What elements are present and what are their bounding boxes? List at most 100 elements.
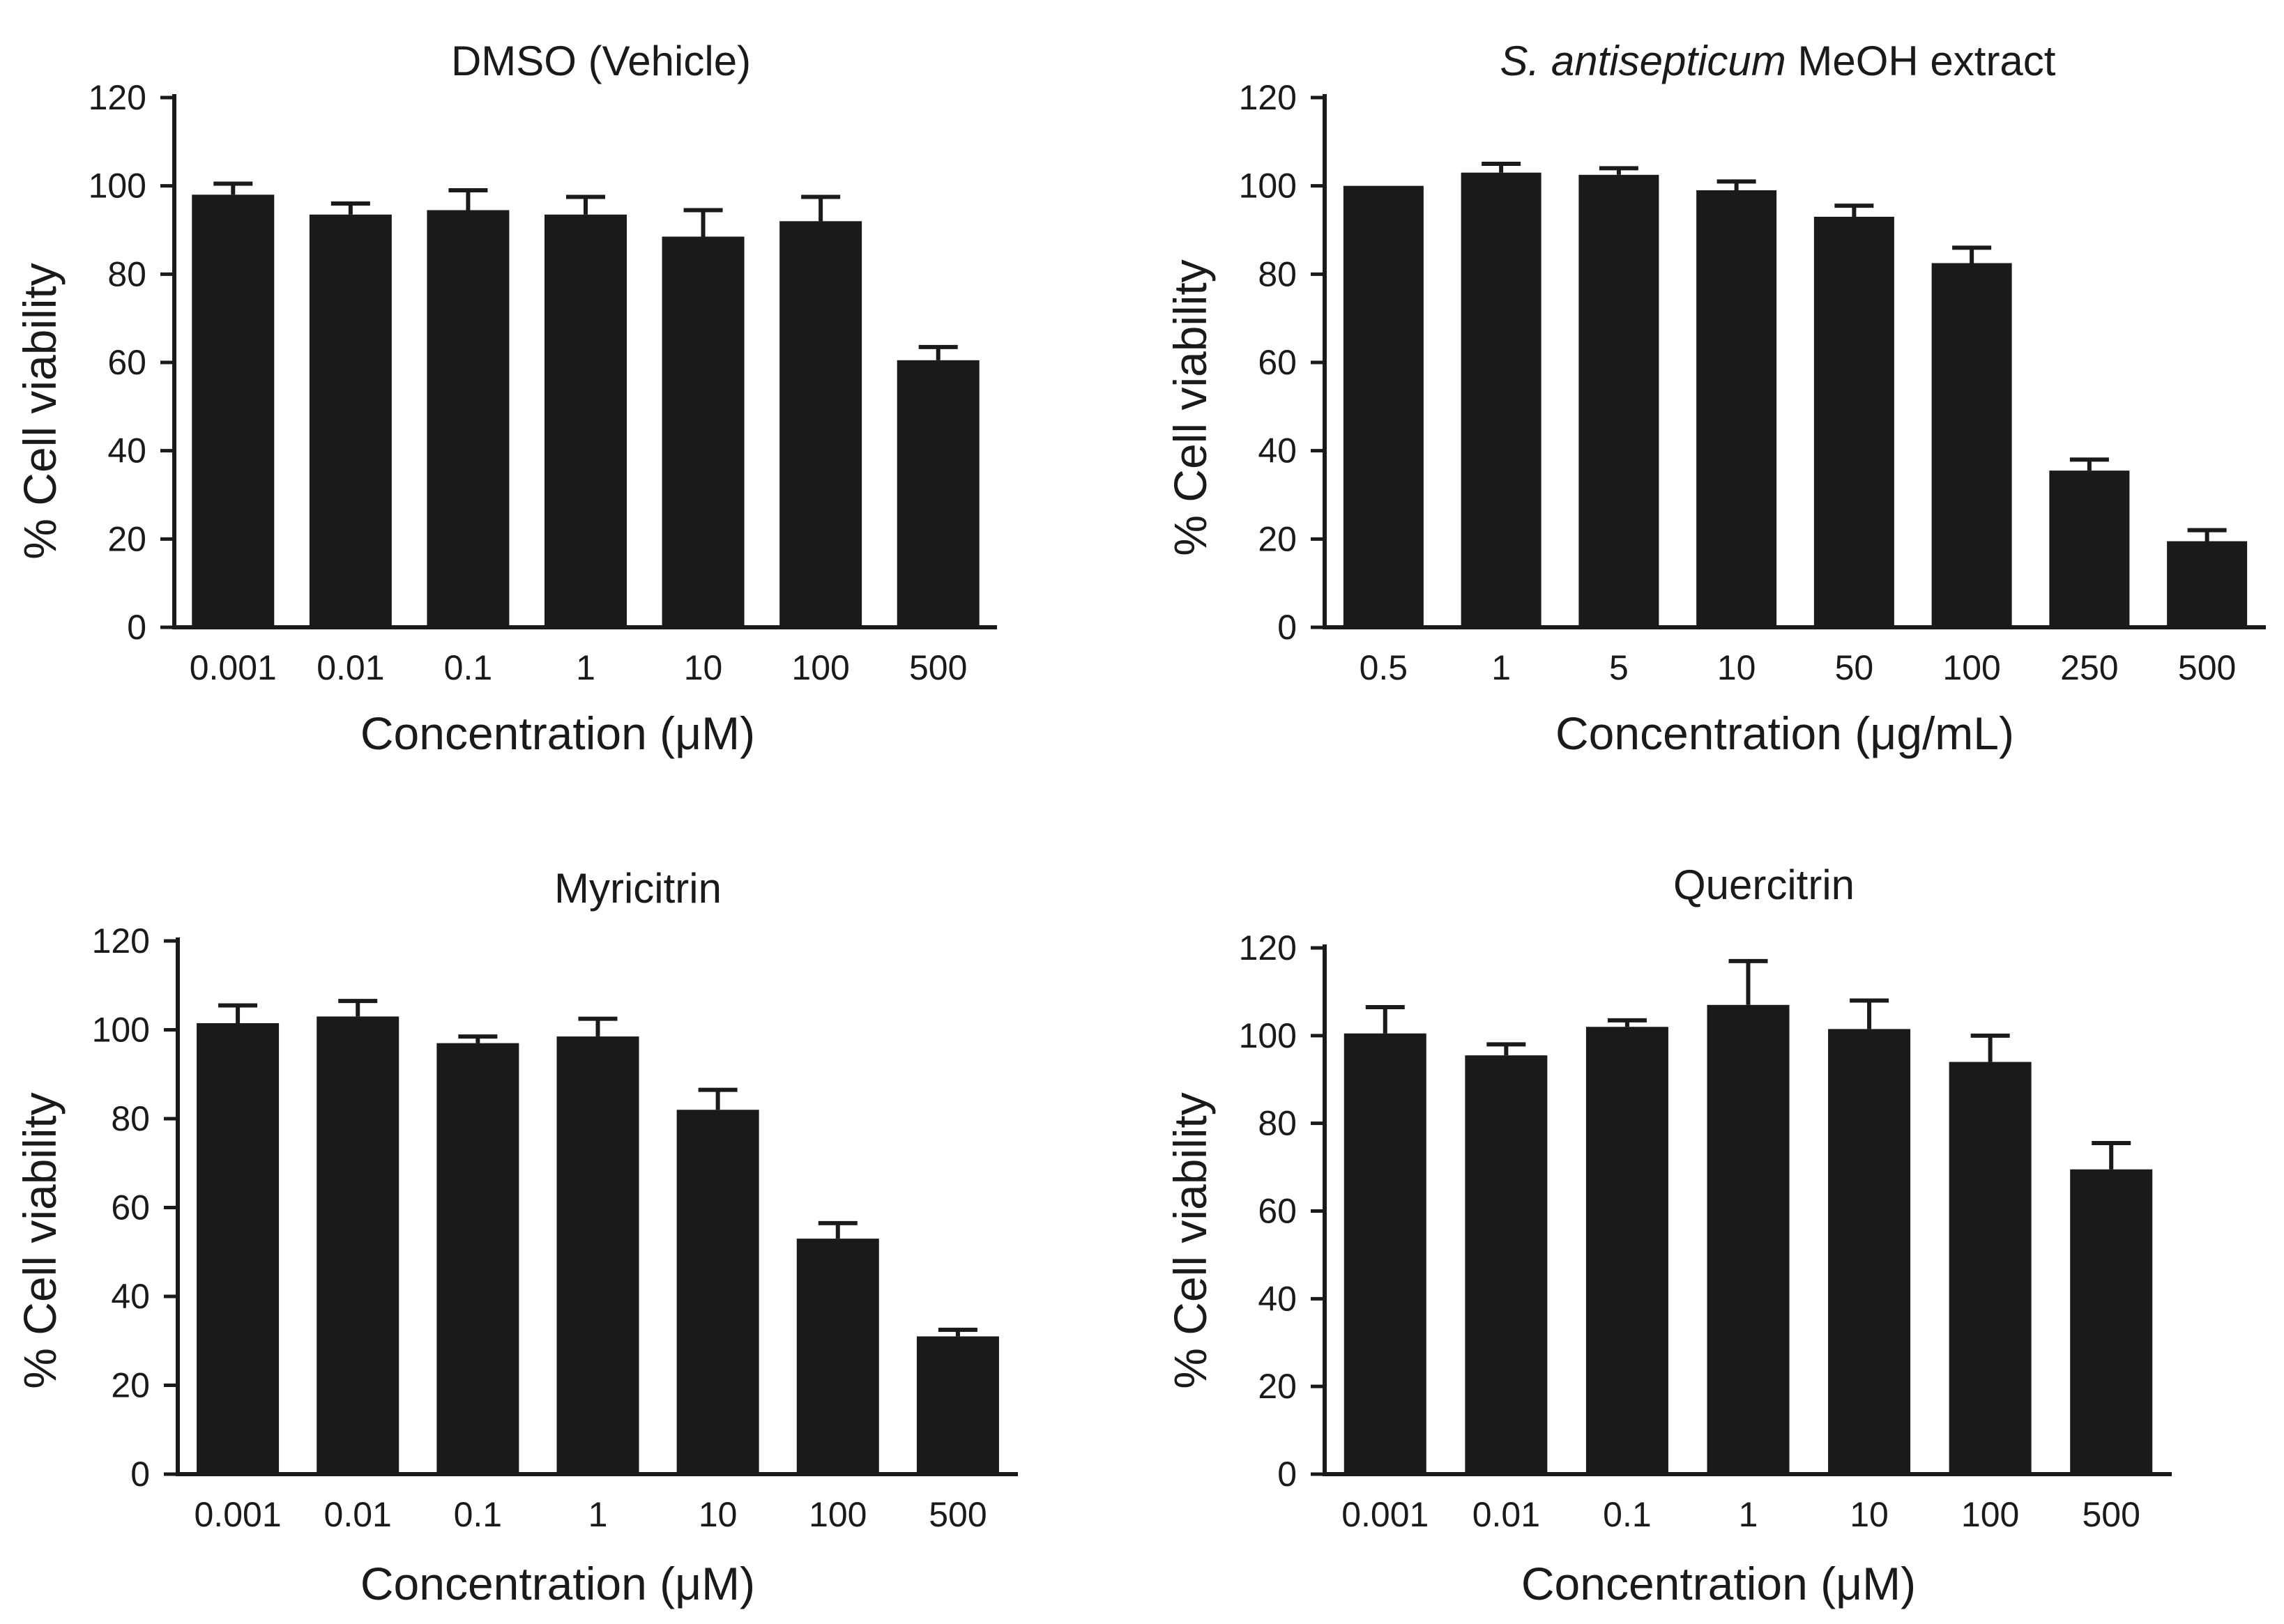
x-tick-label: 1: [576, 648, 595, 687]
x-axis-label: Concentration (μg/mL): [1555, 707, 2014, 759]
bar: [192, 194, 275, 627]
x-tick-label: 1: [1739, 1495, 1758, 1534]
bar: [1707, 1004, 1790, 1474]
y-tick-label: 20: [107, 519, 146, 558]
bar: [662, 236, 745, 627]
y-tick-label: 100: [1239, 1016, 1297, 1055]
bar: [2070, 1169, 2153, 1474]
x-tick-label: 500: [929, 1495, 987, 1534]
y-tick-label: 80: [107, 254, 146, 293]
y-tick-label: 40: [1258, 431, 1297, 470]
x-tick-label: 0.001: [1341, 1495, 1429, 1534]
chart-title: S. antisepticum MeOH extract: [1500, 38, 2056, 84]
y-tick-label: 40: [111, 1277, 150, 1316]
bar: [1931, 263, 2012, 627]
x-tick-label: 100: [791, 648, 849, 687]
bar: [317, 1016, 399, 1474]
chart-myricitrin: Myricitrin % Cell viability Concentratio…: [14, 865, 1018, 1609]
x-tick-label: 0.01: [324, 1495, 392, 1534]
bar: [1585, 1027, 1668, 1474]
y-tick-label: 40: [107, 431, 146, 470]
chart-title: DMSO (Vehicle): [451, 38, 751, 84]
x-axis-label: Concentration (μM): [360, 707, 755, 759]
y-tick-label: 20: [111, 1366, 150, 1405]
y-tick-label: 100: [89, 167, 146, 206]
x-tick-label: 0.01: [317, 648, 384, 687]
y-tick-label: 0: [1277, 1455, 1297, 1494]
x-tick-label: 0.001: [190, 648, 277, 687]
bar: [1343, 1033, 1426, 1474]
x-axis-label: Concentration (μM): [360, 1558, 755, 1609]
x-tick-label: 0.001: [195, 1495, 282, 1534]
bar: [1828, 1029, 1911, 1474]
bar: [2049, 470, 2130, 627]
x-tick-label: 50: [1835, 648, 1874, 687]
bar: [897, 360, 980, 627]
bar: [1578, 174, 1659, 628]
y-tick-label: 40: [1258, 1279, 1297, 1318]
x-tick-label: 0.1: [1603, 1495, 1652, 1534]
y-tick-label: 80: [1258, 1104, 1297, 1143]
y-axis-label: % Cell viability: [1164, 259, 1216, 556]
bar: [556, 1036, 639, 1474]
y-tick-label: 80: [1258, 254, 1297, 293]
x-tick-label: 0.01: [1472, 1495, 1540, 1534]
x-tick-label: 500: [2178, 648, 2236, 687]
x-tick-label: 10: [684, 648, 723, 687]
bar: [2167, 541, 2248, 627]
y-tick-label: 60: [1258, 1192, 1297, 1231]
x-tick-label: 10: [1850, 1495, 1889, 1534]
chart-quercitrin: Quercitrin % Cell viability Concentratio…: [1164, 861, 2172, 1609]
y-tick-label: 120: [92, 921, 150, 960]
y-tick-label: 20: [1258, 519, 1297, 558]
x-tick-label: 0.1: [444, 648, 493, 687]
y-tick-label: 0: [130, 1455, 150, 1494]
bar: [916, 1336, 999, 1474]
chart-dmso-vehicle: DMSO (Vehicle) % Cell viability Concentr…: [14, 38, 997, 759]
x-tick-label: 250: [2060, 648, 2118, 687]
bar: [1949, 1062, 2032, 1474]
y-axis-label: % Cell viability: [14, 263, 66, 559]
chart-title: Quercitrin: [1673, 861, 1855, 908]
x-tick-label: 100: [1961, 1495, 2019, 1534]
bar: [1465, 1055, 1548, 1474]
bar: [1461, 172, 1541, 627]
y-tick-label: 0: [127, 608, 146, 647]
x-tick-label: 100: [1942, 648, 2000, 687]
x-tick-label: 100: [809, 1495, 867, 1534]
y-tick-label: 0: [1277, 608, 1297, 647]
y-axis-label: % Cell viability: [1164, 1092, 1216, 1388]
x-tick-label: 10: [699, 1495, 738, 1534]
y-tick-label: 60: [1258, 343, 1297, 382]
y-axis-label: % Cell viability: [14, 1092, 66, 1388]
y-tick-label: 120: [1239, 78, 1297, 117]
y-tick-label: 80: [111, 1099, 150, 1138]
y-tick-label: 20: [1258, 1367, 1297, 1406]
bar: [1696, 190, 1777, 627]
x-tick-label: 0.1: [454, 1495, 503, 1534]
x-tick-label: 500: [909, 648, 967, 687]
bar: [545, 214, 627, 627]
chart-s-antisepticum-meoh-extract: S. antisepticum MeOH extract % Cell viab…: [1164, 38, 2266, 759]
x-tick-label: 5: [1609, 648, 1629, 687]
bar: [427, 210, 510, 627]
y-tick-label: 120: [1239, 928, 1297, 967]
y-tick-label: 100: [92, 1011, 150, 1050]
bar: [436, 1043, 519, 1474]
y-tick-label: 120: [89, 78, 146, 117]
y-tick-label: 60: [111, 1188, 150, 1227]
bar: [676, 1110, 759, 1474]
bar: [1813, 217, 1894, 627]
x-tick-label: 1: [1491, 648, 1511, 687]
bar: [197, 1022, 280, 1474]
y-tick-label: 60: [107, 343, 146, 382]
bar: [796, 1239, 879, 1474]
y-tick-label: 100: [1239, 167, 1297, 206]
x-tick-label: 1: [588, 1495, 608, 1534]
chart-title: Myricitrin: [554, 865, 722, 912]
bar: [309, 214, 392, 627]
x-tick-label: 0.5: [1360, 648, 1408, 687]
x-axis-label: Concentration (μM): [1521, 1558, 1916, 1609]
bar: [1343, 185, 1424, 628]
